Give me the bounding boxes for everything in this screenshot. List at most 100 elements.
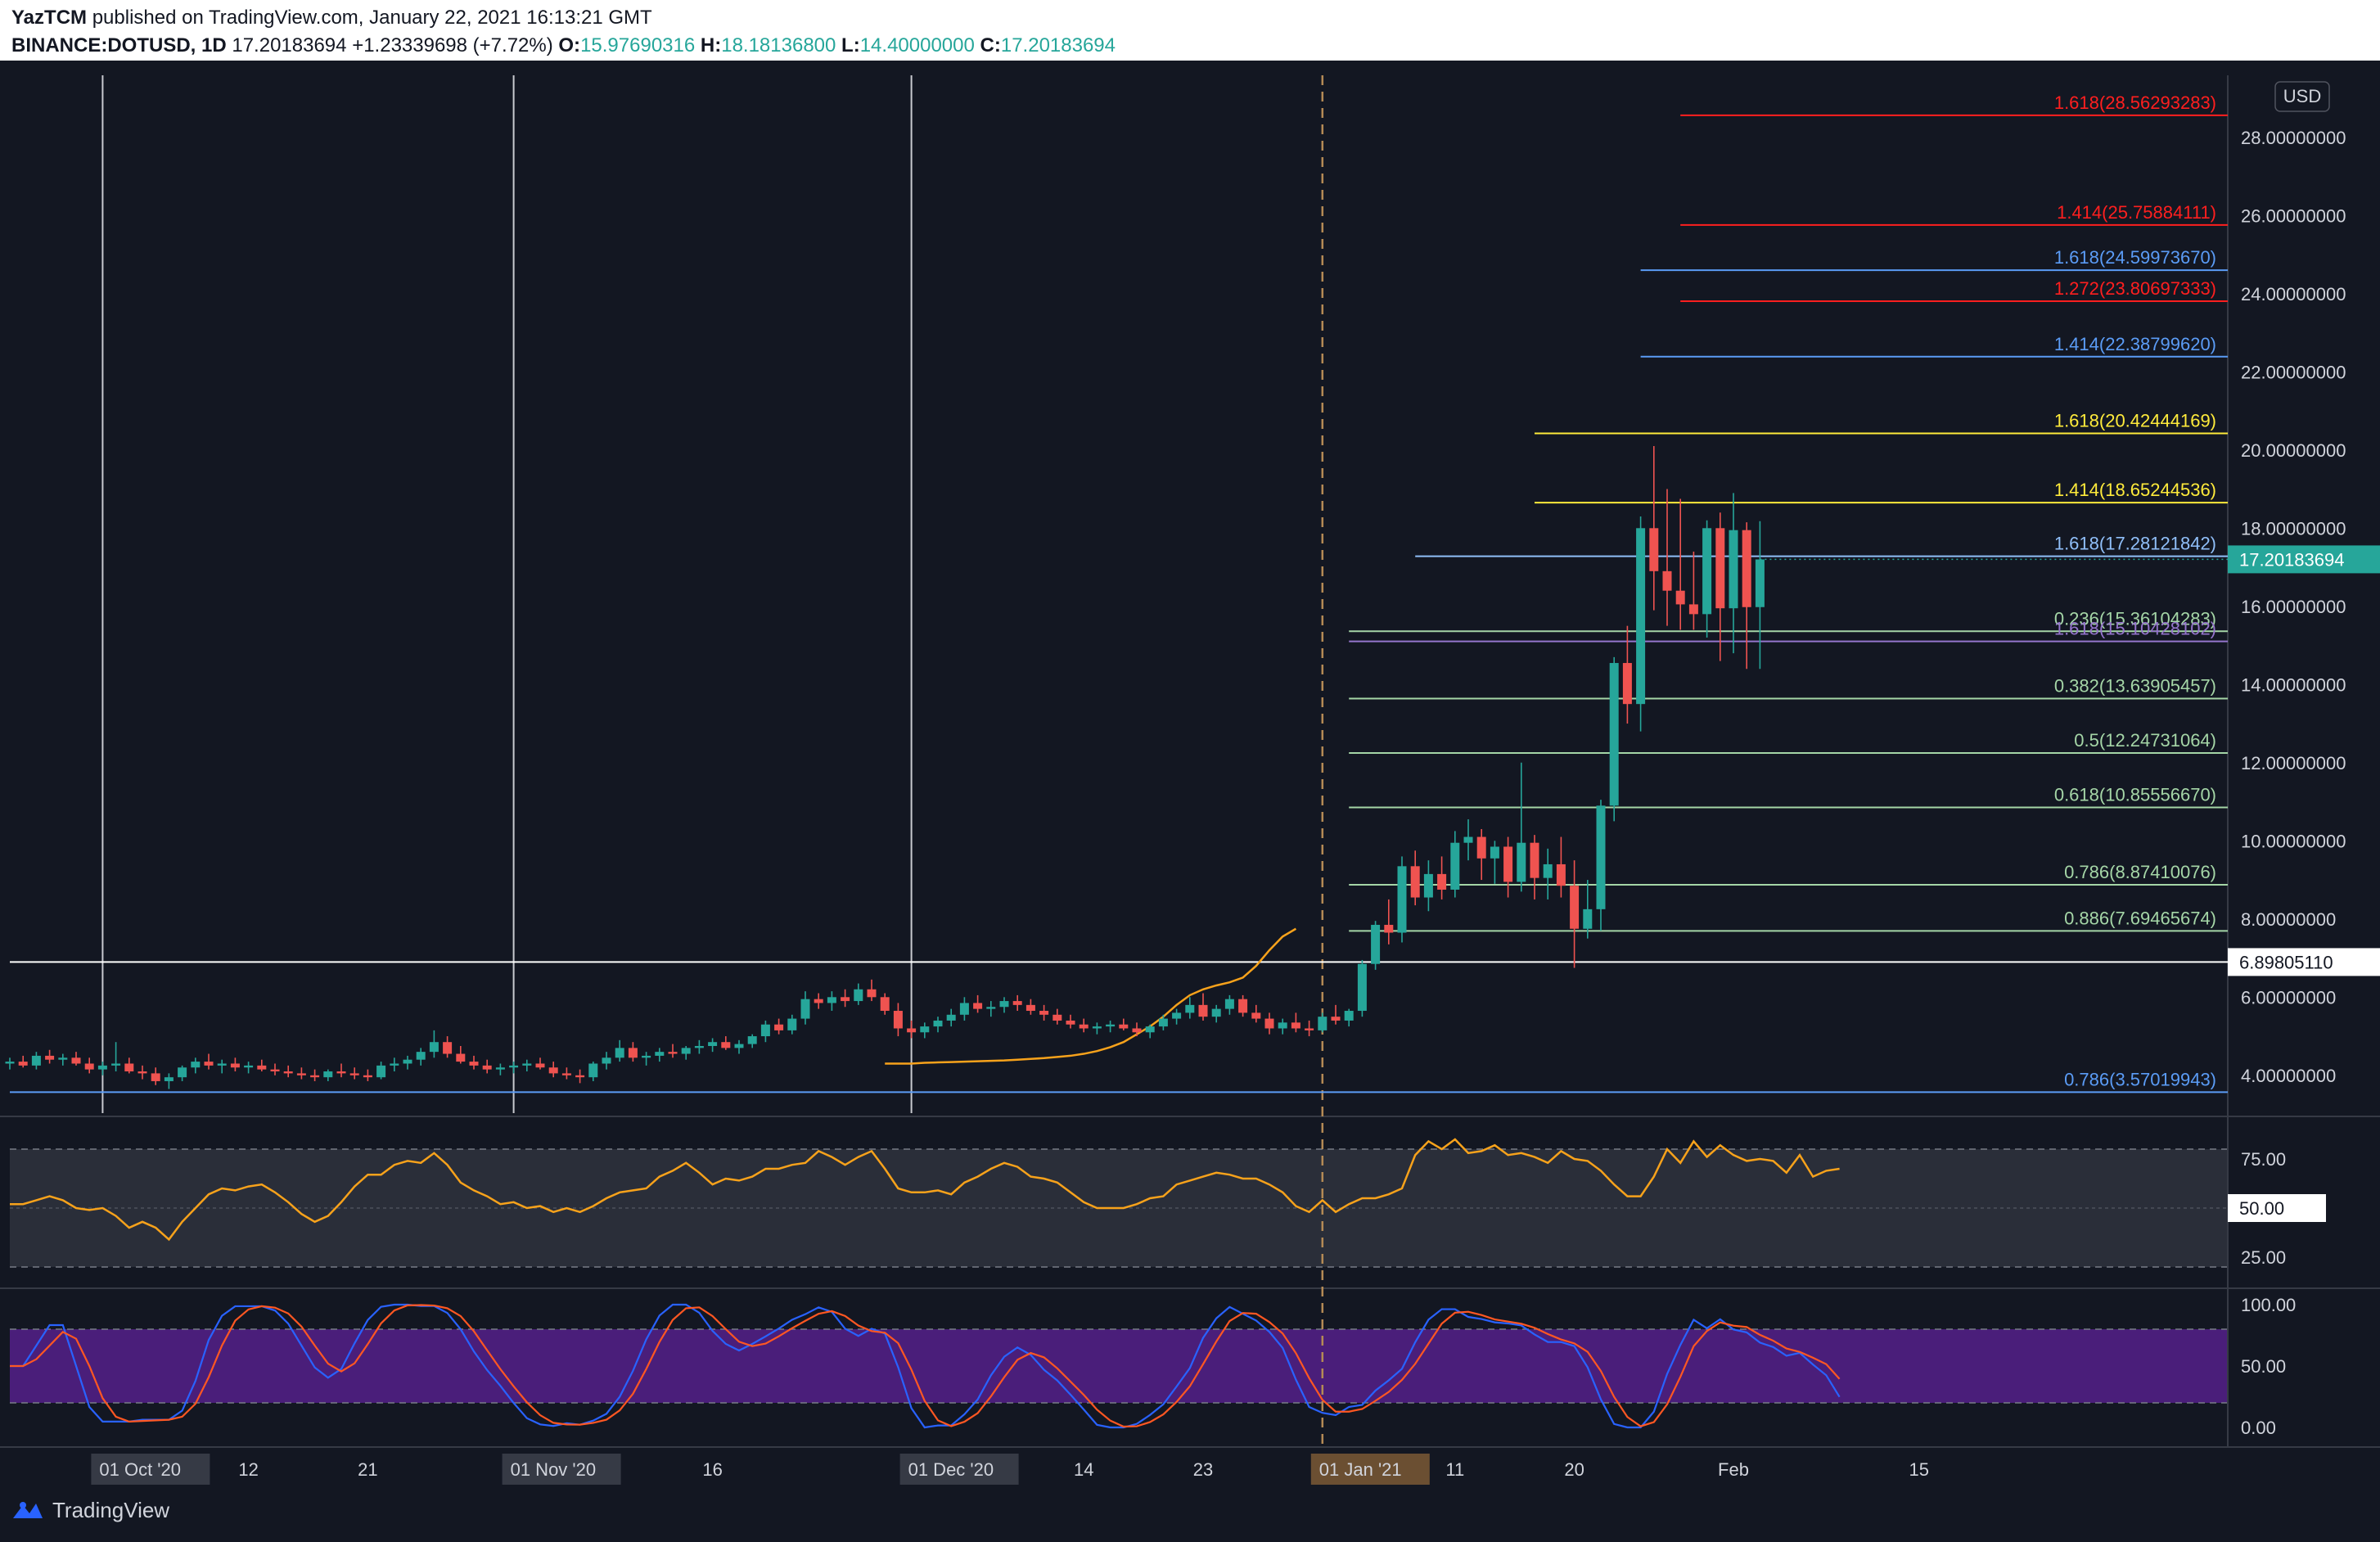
candle-body[interactable] [1609,663,1619,806]
candle-body[interactable] [827,997,836,1003]
candle-body[interactable] [760,1024,770,1037]
candle-body[interactable] [986,1007,996,1009]
candle-body[interactable] [1583,909,1593,929]
candle-body[interactable] [323,1071,333,1078]
candle-body[interactable] [45,1055,55,1060]
candle-body[interactable] [548,1067,558,1074]
candle-body[interactable] [681,1048,691,1054]
candle-body[interactable] [867,989,877,998]
candle-body[interactable] [561,1073,571,1075]
candle-body[interactable] [668,1052,678,1054]
fib-levels-layer[interactable]: 1.618(28.56293283) 1.414(25.75884111) 1.61… [10,92,2228,1093]
candle-body[interactable] [933,1020,943,1027]
candle-body[interactable] [655,1052,665,1056]
candle-body[interactable] [1662,570,1672,591]
candle-body[interactable] [854,989,863,1002]
candle-body[interactable] [376,1065,386,1078]
candle-body[interactable] [1132,1028,1142,1033]
candle-body[interactable] [628,1048,638,1058]
candle-body[interactable] [1251,1012,1261,1019]
candle-body[interactable] [429,1042,439,1053]
candle-body[interactable] [1198,1004,1208,1017]
candle-body[interactable] [1012,1001,1022,1005]
candle-body[interactable] [310,1075,320,1078]
candle-body[interactable] [1463,836,1473,843]
candle-body[interactable] [1570,886,1580,929]
candle-body[interactable] [1158,1018,1168,1027]
candle-body[interactable] [230,1063,240,1068]
current-price-tag[interactable] [2228,545,2380,574]
candle-body[interactable] [151,1073,160,1081]
candle-body[interactable] [495,1067,505,1070]
candle-body[interactable] [588,1063,598,1078]
candle-body[interactable] [1092,1026,1102,1029]
candle-body[interactable] [800,999,810,1019]
candle-body[interactable] [1450,842,1460,890]
candle-body[interactable] [1596,805,1606,909]
candle-body[interactable] [1025,1004,1035,1012]
candle-body[interactable] [217,1063,227,1066]
candle-body[interactable] [349,1073,359,1075]
candle-body[interactable] [1357,963,1367,1012]
candles-layer[interactable] [5,446,1765,1089]
candle-body[interactable] [137,1071,147,1074]
candle-body[interactable] [1066,1020,1075,1025]
candle-body[interactable] [244,1065,254,1068]
candle-body[interactable] [1172,1012,1182,1019]
candle-body[interactable] [1331,1017,1341,1021]
candle-body[interactable] [469,1062,479,1066]
candle-body[interactable] [416,1052,426,1060]
candle-body[interactable] [1185,1004,1195,1013]
rsi-value-tag[interactable] [2228,1194,2326,1222]
candle-body[interactable] [1702,528,1712,615]
candle-body[interactable] [336,1071,346,1074]
candle-body[interactable] [1318,1017,1327,1030]
candle-body[interactable] [257,1065,267,1070]
candle-body[interactable] [535,1063,545,1068]
candle-body[interactable] [973,1003,983,1009]
candle-body[interactable] [959,1003,969,1015]
author-name[interactable]: YazTCM [11,7,88,29]
candle-body[interactable] [1410,866,1420,898]
candle-body[interactable] [1224,999,1234,1009]
candle-body[interactable] [1675,590,1685,605]
candle-body[interactable] [1715,528,1725,609]
candle-body[interactable] [1119,1024,1129,1029]
chart-canvas[interactable]: 1.618(28.56293283) 1.414(25.75884111) 1.61… [0,61,2380,1485]
candle-body[interactable] [97,1065,107,1070]
candle-body[interactable] [787,1018,797,1030]
candle-body[interactable] [1423,873,1433,898]
candle-body[interactable] [191,1062,201,1068]
candle-body[interactable] [893,1011,903,1029]
candle-body[interactable] [814,999,823,1003]
candle-body[interactable] [774,1024,784,1030]
candle-body[interactable] [1688,604,1698,615]
candle-body[interactable] [1437,873,1447,890]
candle-body[interactable] [204,1062,214,1066]
candle-body[interactable] [642,1055,651,1058]
candle-body[interactable] [5,1062,15,1064]
candle-body[interactable] [1384,924,1394,933]
candle-body[interactable] [747,1036,757,1044]
candle-body[interactable] [390,1063,399,1066]
candle-body[interactable] [1211,1008,1221,1017]
candle-body[interactable] [456,1053,466,1062]
candle-body[interactable] [71,1057,81,1064]
candle-body[interactable] [1079,1024,1089,1029]
candle-body[interactable] [1649,528,1659,571]
candle-body[interactable] [124,1063,134,1072]
candle-body[interactable] [1729,530,1738,609]
candle-body[interactable] [1264,1018,1274,1029]
candle-body[interactable] [1291,1022,1300,1029]
candle-body[interactable] [575,1075,585,1078]
candle-body[interactable] [1517,842,1526,882]
candle-body[interactable] [403,1059,412,1064]
candle-body[interactable] [509,1065,519,1068]
candle-body[interactable] [734,1044,744,1048]
candle-body[interactable] [907,1028,917,1033]
candle-body[interactable] [1636,528,1646,705]
candle-body[interactable] [1145,1026,1155,1033]
candle-body[interactable] [1476,836,1486,859]
candle-body[interactable] [946,1014,956,1021]
candle-body[interactable] [111,1063,121,1066]
